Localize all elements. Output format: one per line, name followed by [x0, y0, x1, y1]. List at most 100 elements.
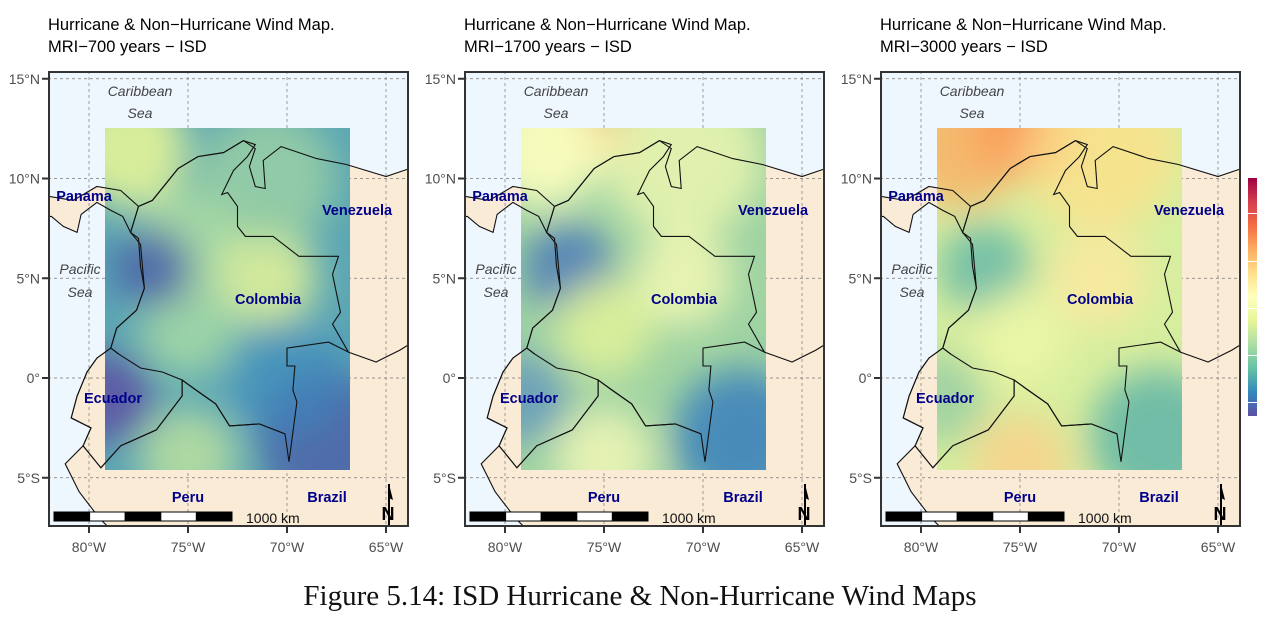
colorbar: [1248, 178, 1257, 416]
scale-bar-segment: [505, 511, 542, 522]
country-border: [82, 378, 286, 469]
label-venezuela: Venezuela: [1154, 203, 1225, 219]
country-border: [348, 345, 407, 363]
coastline: [882, 185, 972, 234]
scale-bar-label: 1000 km: [246, 510, 300, 526]
label-brazil: Brazil: [307, 490, 347, 506]
scale-bar-label: 1000 km: [1078, 510, 1132, 526]
lat-tick-label: 5°N: [17, 270, 41, 286]
lat-tick-label: 0°: [27, 370, 40, 386]
title-line-1: Hurricane & Non−Hurricane Wind Map.: [464, 16, 751, 34]
scale-bar-segment: [540, 511, 578, 522]
label-panama: Panama: [888, 189, 945, 205]
coastline: [466, 185, 556, 234]
lon-tick-label: 70°W: [270, 539, 305, 555]
label-caribbean-sea: Sea: [960, 105, 985, 121]
label-peru: Peru: [588, 490, 620, 506]
lat-tick-label: 5°S: [433, 470, 456, 486]
north-arrow-letter: N: [1214, 504, 1227, 524]
label-ecuador: Ecuador: [916, 391, 974, 407]
lat-tick-label: 5°S: [849, 470, 872, 486]
lat-tick-label: 5°S: [17, 470, 40, 486]
label-venezuela: Venezuela: [738, 203, 809, 219]
label-pacific-sea: Sea: [484, 284, 509, 300]
country-border: [110, 139, 350, 462]
coastline: [50, 185, 140, 234]
map-panel: Hurricane & Non−Hurricane Wind Map. MRI−…: [416, 0, 832, 570]
lon-tick-label: 80°W: [72, 539, 107, 555]
lon-tick-label: 70°W: [1102, 539, 1137, 555]
label-colombia: Colombia: [651, 292, 718, 308]
lon-tick-label: 65°W: [1201, 539, 1236, 555]
country-border: [1180, 345, 1239, 363]
panel-title: Hurricane & Non−Hurricane Wind Map. MRI−…: [48, 14, 335, 58]
label-pacific-sea: Pacific: [59, 261, 100, 277]
lat-tick-label: 0°: [859, 370, 872, 386]
label-colombia: Colombia: [1067, 292, 1134, 308]
country-border: [526, 139, 766, 462]
map-svg: Caribbean Sea Pacific Sea Panama Venezuela Col…: [425, 71, 825, 555]
north-arrow-letter: N: [798, 504, 811, 524]
title-line-1: Hurricane & Non−Hurricane Wind Map.: [880, 16, 1167, 34]
scale-bar-segment: [160, 511, 197, 522]
map-frame: [880, 71, 1241, 527]
wind-raster: [937, 128, 1182, 470]
label-panama: Panama: [472, 189, 529, 205]
map-frame: [48, 71, 409, 527]
country-border: [498, 378, 702, 469]
scale-bar-segment: [1027, 511, 1065, 522]
north-arrow-icon: N: [798, 484, 811, 525]
lon-tick-label: 80°W: [488, 539, 523, 555]
label-colombia: Colombia: [235, 292, 302, 308]
lon-tick-label: 75°W: [587, 539, 622, 555]
scale-bar-segment: [576, 511, 613, 522]
label-caribbean-sea: Sea: [128, 105, 153, 121]
scale-bar-label: 1000 km: [662, 510, 716, 526]
map-panel: Hurricane & Non−Hurricane Wind Map. MRI−…: [832, 0, 1248, 570]
label-caribbean-sea: Caribbean: [524, 83, 589, 99]
map-frame: [464, 71, 825, 527]
title-line-1: Hurricane & Non−Hurricane Wind Map.: [48, 16, 335, 34]
label-pacific-sea: Pacific: [891, 261, 932, 277]
scale-bar-segment: [885, 511, 923, 522]
label-caribbean-sea: Caribbean: [108, 83, 173, 99]
scale-bar-segment: [53, 511, 91, 522]
label-brazil: Brazil: [723, 490, 763, 506]
label-ecuador: Ecuador: [84, 391, 142, 407]
label-peru: Peru: [1004, 490, 1036, 506]
lon-tick-label: 75°W: [171, 539, 206, 555]
north-arrow-icon: N: [1214, 484, 1227, 525]
scale-bar-segment: [195, 511, 233, 522]
label-panama: Panama: [56, 189, 113, 205]
label-brazil: Brazil: [1139, 490, 1179, 506]
north-arrow-icon: N: [382, 484, 395, 525]
lat-tick-label: 5°N: [849, 270, 873, 286]
label-caribbean-sea: Caribbean: [940, 83, 1005, 99]
scale-bar-segment: [124, 511, 162, 522]
label-pacific-sea: Sea: [900, 284, 925, 300]
lat-tick-label: 15°N: [425, 71, 456, 87]
label-venezuela: Venezuela: [322, 203, 393, 219]
label-caribbean-sea: Sea: [544, 105, 569, 121]
lat-tick-label: 5°N: [433, 270, 457, 286]
lat-tick-label: 15°N: [841, 71, 872, 87]
scale-bar-segment: [956, 511, 994, 522]
map-svg: Caribbean Sea Pacific Sea Panama Venezuela Col…: [841, 71, 1241, 555]
lon-tick-label: 80°W: [904, 539, 939, 555]
map-svg: Caribbean Sea Pacific Sea Panama Venezuela Col…: [9, 71, 409, 555]
lat-tick-label: 10°N: [9, 171, 40, 187]
lon-tick-label: 70°W: [686, 539, 721, 555]
map-panel: Hurricane & Non−Hurricane Wind Map. MRI−…: [0, 0, 416, 570]
lon-tick-label: 65°W: [369, 539, 404, 555]
label-ecuador: Ecuador: [500, 391, 558, 407]
scale-bar-segment: [611, 511, 649, 522]
title-line-2: MRI−1700 years − ISD: [464, 38, 632, 56]
panel-title: Hurricane & Non−Hurricane Wind Map. MRI−…: [880, 14, 1167, 58]
lat-tick-label: 10°N: [425, 171, 456, 187]
country-border: [942, 139, 1182, 462]
panel-title: Hurricane & Non−Hurricane Wind Map. MRI−…: [464, 14, 751, 58]
lon-tick-label: 65°W: [785, 539, 820, 555]
label-pacific-sea: Pacific: [475, 261, 516, 277]
scale-bar-segment: [921, 511, 958, 522]
lat-tick-label: 10°N: [841, 171, 872, 187]
